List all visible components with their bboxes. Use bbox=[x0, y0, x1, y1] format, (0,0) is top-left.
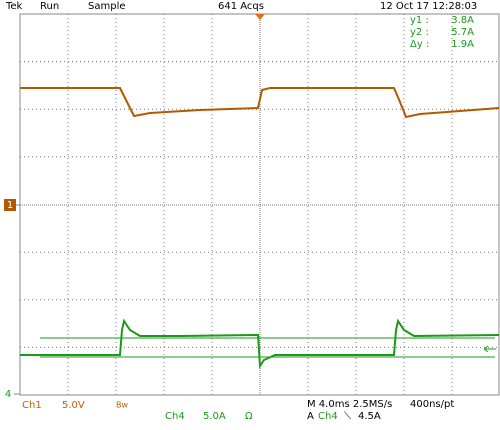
cursor-value: 1.9A bbox=[451, 39, 474, 50]
cursor-label: Δy : bbox=[410, 39, 429, 50]
cursor-value: 5.7A bbox=[451, 27, 474, 38]
ch1-marker: 1 bbox=[7, 200, 13, 211]
ch4-name: Ch4 bbox=[165, 411, 185, 422]
resolution: 400ns/pt bbox=[410, 399, 454, 410]
ch4-trace bbox=[20, 318, 500, 370]
cursor-value: 3.8A bbox=[451, 15, 474, 26]
acquisitions: 641 Acqs bbox=[218, 1, 264, 12]
cursor-lines bbox=[40, 337, 495, 358]
ch4-offset-arrow bbox=[483, 345, 496, 353]
ch1-bandwidth: Bw bbox=[116, 401, 128, 410]
ch1-trace bbox=[20, 87, 500, 119]
trigger-marker bbox=[255, 14, 265, 20]
mode: Sample bbox=[88, 1, 126, 12]
trigger-level: 4.5A bbox=[358, 411, 381, 422]
ch4-impedance: Ω bbox=[245, 411, 253, 422]
cursor-label: y1 : bbox=[410, 15, 429, 26]
cursor-readout: y1 : 3.8A y2 : 5.7A Δy : 1.9A bbox=[410, 15, 474, 50]
cursor-label: y2 : bbox=[410, 27, 429, 38]
timestamp: 12 Oct 17 12:28:03 bbox=[380, 1, 477, 12]
ch1-marker-box bbox=[4, 199, 16, 211]
trigger-mode: A bbox=[307, 411, 314, 422]
marker-ticks bbox=[14, 204, 20, 395]
ch1-name: Ch1 bbox=[22, 400, 42, 411]
trigger-source: Ch4 bbox=[318, 411, 338, 422]
center-axes bbox=[20, 14, 499, 395]
state: Run bbox=[40, 1, 59, 12]
ch4-scale: 5.0A bbox=[203, 411, 226, 422]
ch4-marker: 4 bbox=[5, 389, 11, 400]
ch1-scale: 5.0V bbox=[62, 400, 85, 411]
trigger-slope: ⟍ bbox=[344, 411, 351, 422]
brand: Tek bbox=[5, 1, 23, 12]
timebase: M 4.0ms 2.5MS/s bbox=[307, 399, 392, 410]
